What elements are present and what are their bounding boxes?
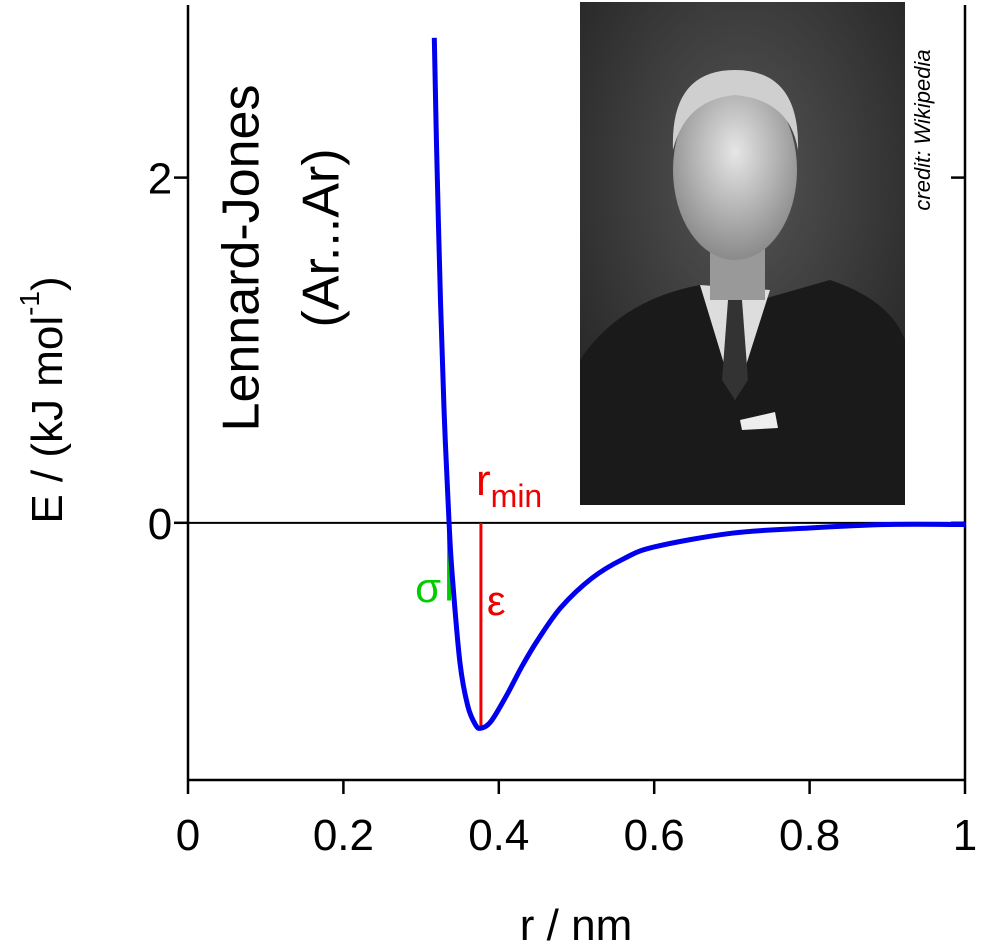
rmin-label: rmin bbox=[476, 456, 542, 514]
x-tick-label: 0.6 bbox=[624, 811, 685, 860]
y-label-text: E / (kJ mol bbox=[23, 316, 72, 524]
rmin-sub: min bbox=[491, 478, 543, 514]
epsilon-label: ε bbox=[487, 577, 506, 624]
y-label-close: ) bbox=[23, 276, 72, 291]
x-tick-label: 0.8 bbox=[779, 811, 840, 860]
axes bbox=[174, 5, 967, 794]
chart-title: (Ar...Ar) bbox=[293, 148, 351, 327]
photo-face bbox=[673, 80, 797, 260]
x-tick-label: 0 bbox=[176, 811, 200, 860]
rmin-r: r bbox=[476, 456, 491, 505]
y-tick-label: 2 bbox=[148, 155, 172, 204]
data-line bbox=[431, 37, 966, 731]
y-tick-label: 0 bbox=[148, 500, 172, 549]
chart-title: Lennard-Jones bbox=[213, 85, 271, 432]
portrait-photo bbox=[580, 2, 905, 505]
x-tick-label: 1 bbox=[953, 811, 977, 860]
photo-pocket bbox=[740, 412, 778, 430]
sigma-label: σ bbox=[415, 564, 441, 611]
photo-tie bbox=[722, 300, 748, 400]
y-label-sup: -1 bbox=[14, 291, 45, 316]
photo-suit bbox=[580, 280, 905, 505]
photo-hair bbox=[672, 70, 799, 150]
x-tick-label: 0.2 bbox=[313, 811, 374, 860]
y-axis-label: E / (kJ mol-1) bbox=[14, 276, 71, 523]
credit: credit: Wikipedia bbox=[910, 49, 935, 210]
x-axis-label: r / nm bbox=[520, 901, 632, 950]
x-tick-label: 0.4 bbox=[468, 811, 529, 860]
